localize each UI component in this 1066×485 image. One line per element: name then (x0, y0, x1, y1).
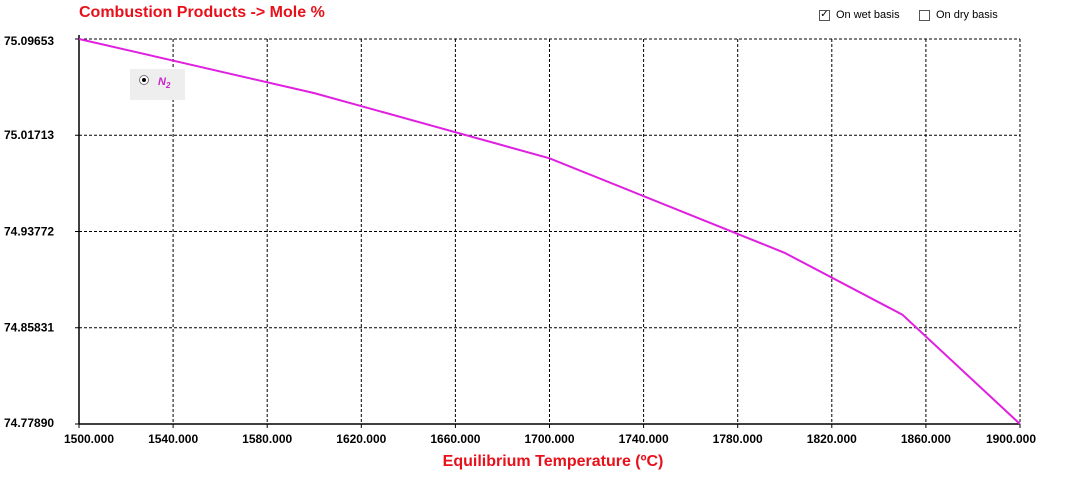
series-line-n2 (78, 38, 1021, 425)
legend-radio-icon[interactable] (139, 75, 149, 85)
x-axis-title: Equilibrium Temperature (ºC) (442, 453, 664, 470)
y-tick-label: 74.77890 (4, 416, 54, 430)
y-tick-label: 74.93772 (4, 224, 54, 238)
x-tick-label: 1580.000 (242, 432, 292, 446)
chart-title: Combustion Products -> Mole % (79, 4, 325, 21)
x-tick-label: 1540.000 (148, 432, 198, 446)
x-tick-label: 1660.000 (430, 432, 480, 446)
x-tick-label: 1740.000 (619, 432, 669, 446)
x-tick-label: 1900.000 (986, 432, 1036, 446)
dry-basis-label: On dry basis (936, 9, 998, 21)
x-tick-label: 1700.000 (524, 432, 574, 446)
y-tick-label: 74.85831 (4, 321, 54, 335)
wet-basis-checkbox[interactable]: ✓ On wet basis (819, 9, 900, 21)
legend: N2 (130, 69, 185, 100)
y-tick-label: 75.09653 (4, 34, 54, 48)
wet-basis-check-icon[interactable]: ✓ (819, 9, 830, 21)
wet-basis-label: On wet basis (836, 9, 900, 21)
x-tick-label: 1780.000 (713, 432, 763, 446)
dry-basis-checkbox[interactable]: On dry basis (919, 9, 998, 21)
x-tick-label: 1500.000 (64, 432, 114, 446)
x-tick-label: 1620.000 (336, 432, 386, 446)
y-tick-label: 75.01713 (4, 128, 54, 142)
x-tick-label: 1860.000 (901, 432, 951, 446)
legend-series-label: N2 (158, 76, 171, 91)
dry-basis-check-icon[interactable] (919, 9, 930, 21)
x-tick-label: 1820.000 (807, 432, 857, 446)
